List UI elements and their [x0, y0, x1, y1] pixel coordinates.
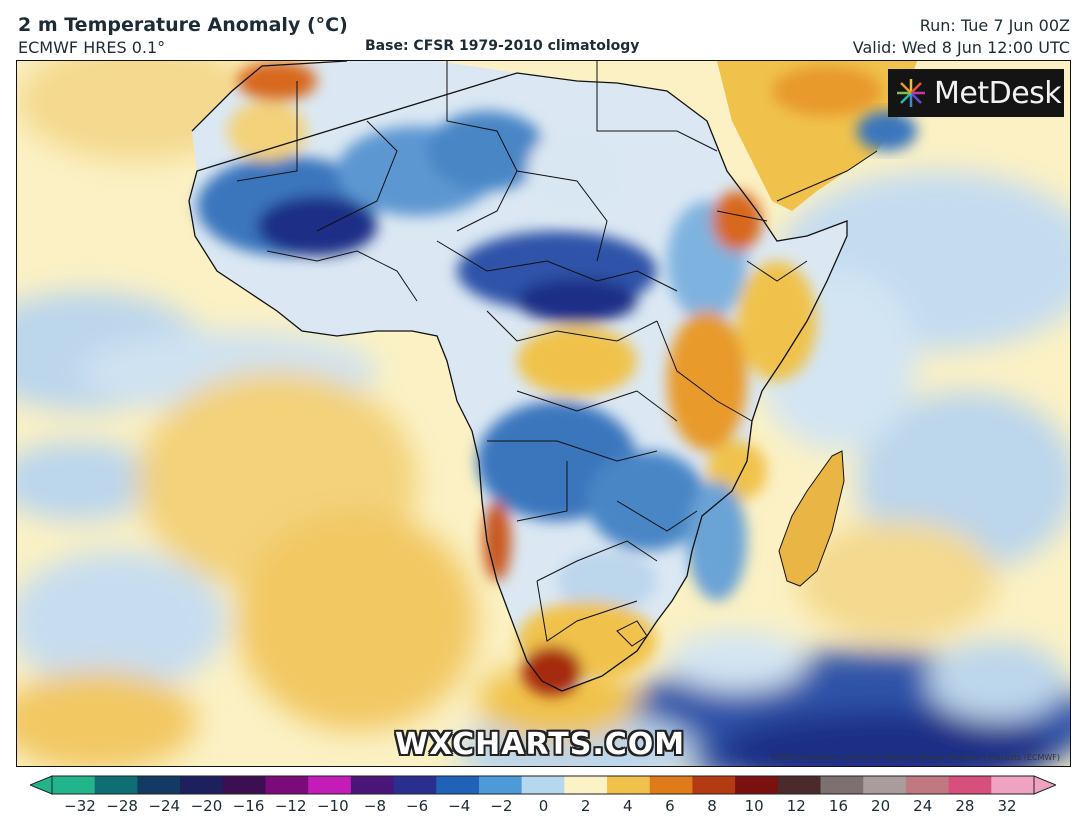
run-time-label: Run: Tue 7 Jun 00Z: [919, 16, 1070, 35]
colorbar-tick-label: −8: [363, 797, 387, 815]
base-climatology-label: Base: CFSR 1979-2010 climatology: [365, 38, 640, 54]
colorbar-cell: [649, 776, 693, 794]
anomaly-map[interactable]: MetDesk WXCHARTS.COM ©2022 European Cent…: [16, 60, 1071, 767]
colorbar-tick-label: 0: [538, 797, 549, 815]
colorbar-tick-label: 24: [913, 797, 933, 815]
colorbar-cell: [735, 776, 779, 794]
colorbar-tick-label: 2: [580, 797, 591, 815]
colorbar-high-arrow: [1033, 775, 1056, 795]
colorbar-cell: [777, 776, 822, 794]
country-borders: [188, 61, 878, 692]
colorbar-cell: [564, 776, 608, 794]
madagascar: [778, 450, 845, 587]
colorbar-cell: [863, 776, 907, 794]
colorbar-cell: [137, 776, 181, 794]
ecmwf-copyright: ©2022 European Centre for Medium-Range W…: [769, 753, 1060, 762]
chart-title: 2 m Temperature Anomaly (°C): [18, 14, 348, 36]
model-label: ECMWF HRES 0.1°: [18, 38, 166, 57]
colorbar-low-arrow: [30, 775, 53, 795]
wxcharts-watermark: WXCHARTS.COM: [395, 727, 686, 762]
anomaly-field-ocean: [17, 61, 1070, 766]
colorbar-tick-label: 20: [871, 797, 891, 815]
colorbar-cell: [308, 776, 352, 794]
colorbar-tick-label: 16: [828, 797, 848, 815]
colorbar-cell: [521, 776, 565, 794]
colorbar-cell: [180, 776, 224, 794]
colorbar-tick-label: 28: [955, 797, 975, 815]
colorbar-tick-label: −10: [316, 797, 349, 815]
metdesk-starburst-icon: [897, 79, 925, 107]
colorbar-cell: [991, 776, 1035, 794]
colorbar-tick-label: 12: [786, 797, 806, 815]
metdesk-logo: MetDesk: [888, 69, 1064, 117]
colorbar-ticks: −32 −28 −24 −20 −16 −12 −10 −8 −6 −4 −2 0 2 4 6 8 10 12 16…: [0, 797, 1088, 821]
colorbar-tick-label: 10: [744, 797, 764, 815]
colorbar: [30, 775, 1056, 795]
colorbar-cell: [905, 776, 950, 794]
colorbar-cell: [948, 776, 992, 794]
colorbar-cell: [820, 776, 864, 794]
colorbar-tick-label: −20: [190, 797, 223, 815]
metdesk-logo-text: MetDesk: [934, 75, 1062, 111]
colorbar-cell: [607, 776, 651, 794]
colorbar-tick-label: −16: [232, 797, 265, 815]
colorbar-cell: [436, 776, 480, 794]
colorbar-tick-label: 6: [665, 797, 675, 815]
map-canvas: [17, 61, 1070, 766]
valid-time-label: Valid: Wed 8 Jun 12:00 UTC: [852, 38, 1070, 57]
colorbar-tick-label: 8: [707, 797, 717, 815]
colorbar-tick-label: −2: [490, 797, 513, 815]
colorbar-cell: [350, 776, 395, 794]
colorbar-cell: [393, 776, 437, 794]
colorbar-cell: [94, 776, 138, 794]
colorbar-tick-label: −6: [406, 797, 429, 815]
colorbar-cell: [222, 776, 266, 794]
colorbar-tick-label: −28: [106, 797, 138, 815]
colorbar-tick-label: −32: [64, 797, 96, 815]
colorbar-tick-label: −12: [274, 797, 307, 815]
colorbar-cell: [265, 776, 309, 794]
colorbar-tick-label: −4: [448, 797, 471, 815]
colorbar-cell: [692, 776, 736, 794]
colorbar-cell: [52, 776, 96, 794]
colorbar-tick-label: 32: [997, 797, 1017, 815]
colorbar-cell: [478, 776, 523, 794]
colorbar-tick-label: −24: [148, 797, 181, 815]
colorbar-tick-label: 4: [622, 797, 633, 815]
